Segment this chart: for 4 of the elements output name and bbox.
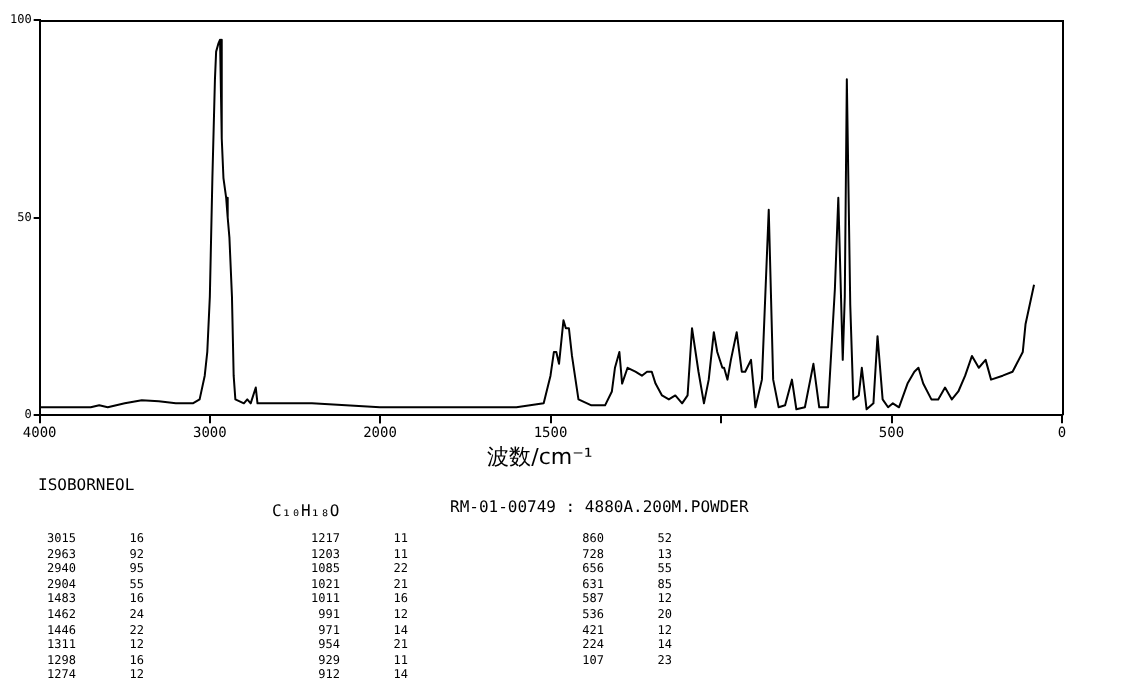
text: RM-01-00749 : 4880A.200M.POWDER (450, 498, 749, 516)
x-axis-title: 波数/cm⁻¹ (487, 442, 593, 472)
text: ISOBORNEOL (38, 476, 135, 494)
text: C₁₀H₁₈O (272, 502, 340, 520)
